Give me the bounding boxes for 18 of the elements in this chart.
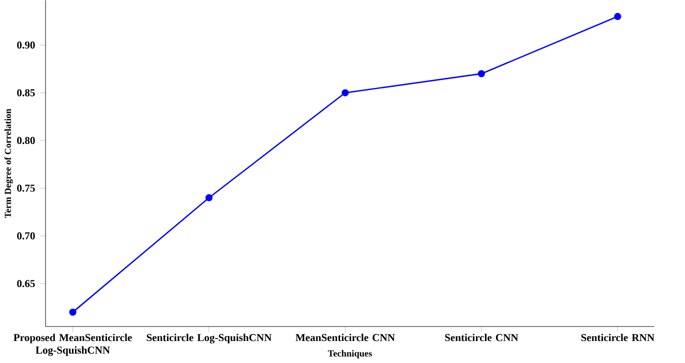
- y-tick-label: 0.90: [17, 42, 35, 49]
- x-tick-label: Proposed MeanSenticircle Log-SquishCNN: [14, 334, 132, 356]
- x-tick-label: Senticircle Log-SquishCNN: [146, 334, 272, 344]
- x-tick-label: Senticircle RNN: [581, 334, 654, 342]
- y-tick-label: 0.75: [17, 184, 35, 192]
- x-tick-label: MeanSenticircle CNN: [296, 334, 395, 342]
- y-axis-title: Term Degree of Correlation: [4, 108, 13, 218]
- x-axis-title: Techniques: [328, 350, 372, 359]
- point: [205, 194, 213, 202]
- y-tick-label: 0.85: [17, 89, 35, 96]
- point: [69, 308, 76, 316]
- point: [342, 89, 349, 96]
- x-tick-label: Senticircle CNN: [445, 334, 518, 342]
- y-tick-label: 0.65: [17, 280, 35, 288]
- point: [478, 70, 485, 78]
- point: [614, 13, 622, 20]
- y-tick-label: 0.70: [17, 232, 35, 240]
- y-tick-label: 0.80: [17, 136, 35, 144]
